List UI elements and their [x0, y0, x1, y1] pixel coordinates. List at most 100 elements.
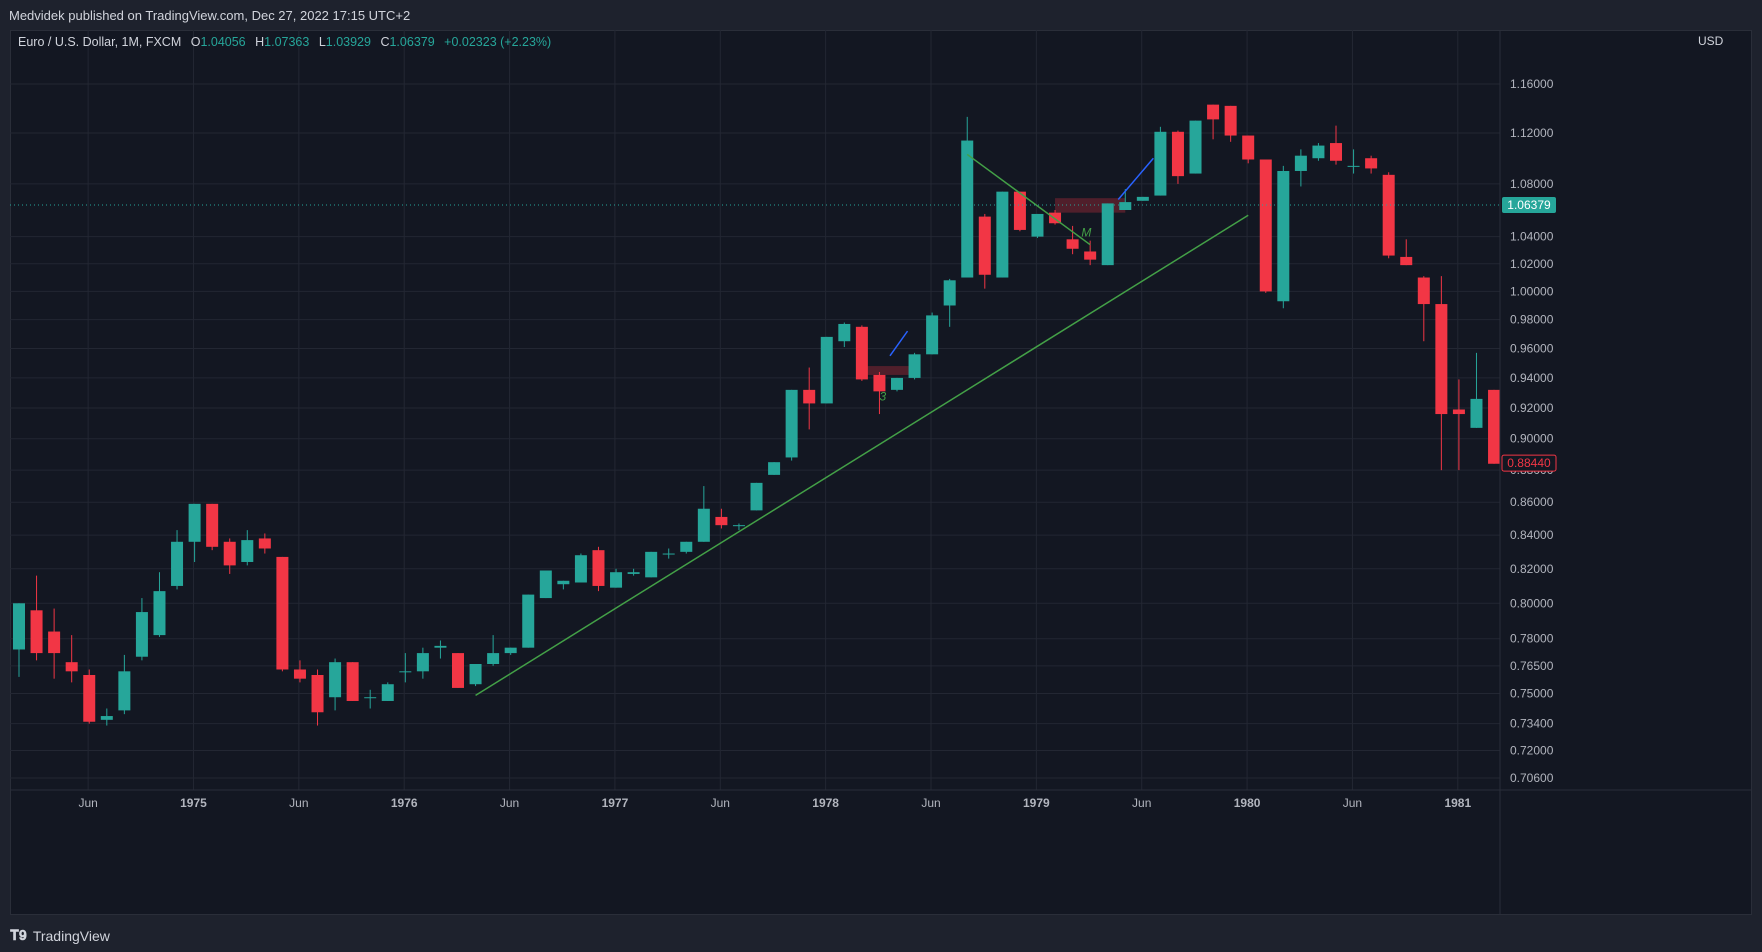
candle-bullish[interactable]: [469, 664, 482, 685]
candle-bearish[interactable]: [1049, 212, 1062, 224]
candle-bearish[interactable]: [855, 326, 868, 380]
candle-bullish[interactable]: [241, 540, 254, 562]
candle-bullish[interactable]: [1294, 155, 1307, 171]
candle-bearish[interactable]: [1242, 135, 1255, 160]
candle-bearish[interactable]: [1084, 251, 1097, 260]
candle-bearish[interactable]: [978, 216, 991, 275]
candle-bearish[interactable]: [258, 538, 271, 549]
candle-bullish[interactable]: [680, 541, 693, 552]
candle-bullish[interactable]: [1101, 203, 1114, 266]
supply-zone[interactable]: [861, 366, 915, 375]
candle-bullish[interactable]: [838, 323, 851, 342]
candle-bullish[interactable]: [188, 503, 201, 542]
candle-bearish[interactable]: [1259, 159, 1272, 292]
price-axis-label: 1.00000: [1510, 284, 1554, 298]
chart-pane[interactable]: [10, 30, 1752, 915]
candle-bearish[interactable]: [206, 503, 219, 547]
candle-bullish[interactable]: [574, 555, 587, 583]
candle-bullish[interactable]: [1189, 120, 1202, 174]
candle-bullish[interactable]: [891, 377, 903, 390]
candle-bearish[interactable]: [276, 556, 289, 670]
candle-bullish[interactable]: [610, 572, 623, 588]
candle-bearish[interactable]: [873, 374, 886, 392]
downtrend-line[interactable]: [966, 153, 1091, 246]
symbol-name[interactable]: Euro / U.S. Dollar, 1M, FXCM: [18, 35, 182, 49]
candle-bearish[interactable]: [715, 516, 728, 526]
currency-label[interactable]: USD: [1698, 34, 1724, 48]
candle-bullish[interactable]: [364, 697, 377, 699]
candle-bearish[interactable]: [65, 662, 78, 672]
high-label: H: [255, 35, 265, 49]
candle-bullish[interactable]: [1031, 213, 1044, 237]
candle-bearish[interactable]: [1452, 409, 1465, 415]
blue-impulse-line[interactable]: [889, 330, 909, 357]
candle-bullish[interactable]: [820, 336, 833, 404]
candle-bullish[interactable]: [13, 603, 25, 650]
candle-bearish[interactable]: [452, 653, 464, 688]
candle-bearish[interactable]: [1382, 174, 1395, 256]
candle-bullish[interactable]: [750, 482, 763, 511]
candle-bullish[interactable]: [1119, 202, 1132, 210]
candle-bullish[interactable]: [1136, 196, 1149, 201]
uptrend-line[interactable]: [475, 214, 1249, 697]
candle-bullish[interactable]: [171, 541, 184, 586]
candle-bullish[interactable]: [153, 591, 166, 636]
chart-annotation[interactable]: M: [1081, 226, 1091, 240]
candle-bullish[interactable]: [908, 354, 921, 378]
candle-bearish[interactable]: [592, 550, 605, 586]
candle-bullish[interactable]: [1277, 170, 1290, 302]
chart-annotation[interactable]: 3: [879, 389, 886, 403]
candle-bearish[interactable]: [346, 662, 359, 701]
candle-bullish[interactable]: [381, 684, 394, 701]
candle-bullish[interactable]: [504, 647, 517, 654]
candle-bullish[interactable]: [1154, 131, 1167, 196]
candle-bullish[interactable]: [785, 389, 798, 458]
candle-bullish[interactable]: [100, 716, 113, 720]
candle-bullish[interactable]: [416, 653, 429, 672]
candle-bearish[interactable]: [223, 541, 236, 566]
candle-bullish[interactable]: [135, 612, 148, 657]
candle-bullish[interactable]: [399, 671, 412, 673]
price-axis-label: 1.16000: [1510, 77, 1554, 91]
candle-bearish[interactable]: [1066, 239, 1079, 249]
candle-bearish[interactable]: [311, 674, 324, 713]
candle-bullish[interactable]: [926, 315, 939, 355]
candle-bearish[interactable]: [1171, 131, 1184, 177]
candle-bearish[interactable]: [1435, 304, 1448, 415]
candle-bearish[interactable]: [1207, 104, 1220, 120]
candle-bearish[interactable]: [1013, 191, 1026, 230]
candle-bullish[interactable]: [1312, 145, 1325, 159]
candle-bullish[interactable]: [996, 191, 1009, 278]
candle-bullish[interactable]: [522, 594, 535, 648]
candle-bullish[interactable]: [539, 570, 552, 599]
candle-bearish[interactable]: [1330, 143, 1342, 161]
candle-bullish[interactable]: [557, 580, 570, 585]
candle-bearish[interactable]: [293, 669, 306, 679]
candle-bullish[interactable]: [943, 280, 956, 306]
candle-bullish[interactable]: [1347, 165, 1360, 167]
candle-bullish[interactable]: [434, 645, 447, 648]
candle-bullish[interactable]: [768, 462, 781, 475]
candle-bearish[interactable]: [1400, 256, 1413, 266]
candle-bullish[interactable]: [732, 525, 745, 527]
candle-bearish[interactable]: [83, 674, 96, 722]
candle-bullish[interactable]: [118, 671, 131, 711]
candle-bearish[interactable]: [1488, 389, 1501, 464]
candle-bullish[interactable]: [487, 653, 500, 665]
candle-bullish[interactable]: [627, 572, 640, 574]
tradingview-brand[interactable]: 𝐓𝟗 TradingView: [10, 927, 110, 944]
candle-bullish[interactable]: [645, 551, 658, 578]
candle-bearish[interactable]: [1417, 277, 1430, 305]
candle-bearish[interactable]: [48, 631, 61, 654]
candle-bullish[interactable]: [1470, 398, 1483, 428]
candle-bullish[interactable]: [961, 140, 974, 278]
candle-bearish[interactable]: [803, 389, 816, 404]
candle-bullish[interactable]: [697, 508, 710, 542]
candle-bullish[interactable]: [662, 553, 675, 555]
candle-bearish[interactable]: [1365, 158, 1378, 169]
candle-bearish[interactable]: [1224, 105, 1237, 136]
candle-bearish[interactable]: [30, 610, 43, 654]
candle-bullish[interactable]: [329, 662, 342, 698]
blue-impulse-line[interactable]: [1117, 157, 1154, 200]
